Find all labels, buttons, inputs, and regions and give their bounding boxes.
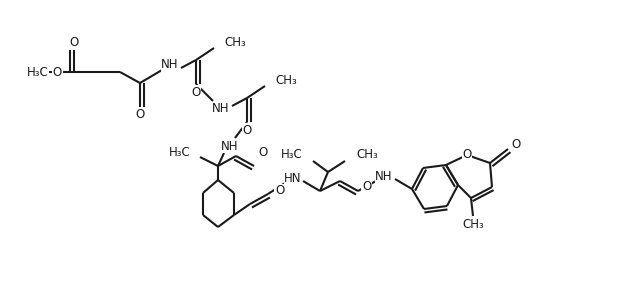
Text: H₃C: H₃C [169,147,191,160]
Text: O: O [136,109,145,122]
Text: O: O [362,179,371,192]
Text: O: O [243,123,252,136]
Text: O: O [275,185,284,198]
Text: O: O [462,148,472,161]
Text: HN: HN [284,171,301,185]
Text: O: O [69,36,79,50]
Text: NH: NH [221,140,239,153]
Text: CH₃: CH₃ [275,74,297,87]
Text: CH₃: CH₃ [224,36,246,49]
Text: O: O [511,139,520,151]
Text: H₃C: H₃C [27,65,49,78]
Text: NH: NH [161,58,179,71]
Text: CH₃: CH₃ [462,219,484,232]
Text: NH: NH [375,170,393,182]
Text: O: O [52,65,61,78]
Text: NH: NH [212,102,230,116]
Text: O: O [258,146,268,158]
Text: O: O [191,85,200,98]
Text: CH₃: CH₃ [356,148,378,161]
Text: H₃C: H₃C [281,148,303,161]
